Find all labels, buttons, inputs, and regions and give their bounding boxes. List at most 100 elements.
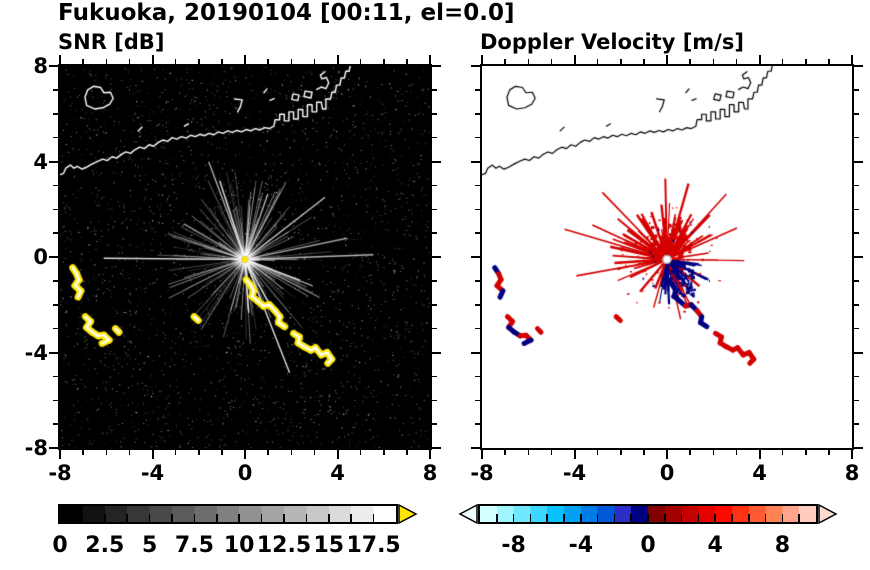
colorbar-tick bbox=[697, 514, 700, 522]
axis-tick bbox=[151, 55, 154, 64]
axis-tick bbox=[53, 375, 58, 378]
axis-tick bbox=[105, 450, 107, 455]
axis-tick bbox=[174, 59, 177, 64]
axis-tick bbox=[471, 65, 480, 67]
axis-tick bbox=[49, 65, 58, 67]
colorbar-tick bbox=[81, 514, 84, 522]
axis-tick bbox=[471, 160, 480, 163]
axis-tick bbox=[666, 55, 668, 64]
colorbar-tick bbox=[580, 514, 582, 522]
axis-tick bbox=[475, 184, 480, 187]
axis-tick bbox=[432, 351, 441, 354]
colorbar-tick bbox=[126, 514, 128, 522]
y-tick-label: 8 bbox=[33, 54, 48, 78]
axis-tick bbox=[596, 59, 599, 64]
axis-tick bbox=[53, 208, 58, 210]
doppler-colorbar-over-arrow-icon bbox=[818, 504, 838, 524]
axis-tick bbox=[432, 256, 441, 258]
axis-tick bbox=[851, 450, 853, 459]
axis-tick bbox=[471, 351, 480, 354]
axis-tick bbox=[854, 304, 859, 306]
colorbar-tick bbox=[680, 514, 683, 522]
axis-tick bbox=[59, 450, 61, 459]
axis-tick bbox=[244, 55, 246, 64]
axis-tick bbox=[174, 450, 177, 455]
colorbar-tick bbox=[496, 514, 498, 522]
colorbar-tick bbox=[372, 514, 375, 522]
colorbar-tick bbox=[171, 514, 173, 522]
axis-tick bbox=[82, 59, 84, 64]
axis-tick bbox=[854, 208, 859, 210]
axis-tick bbox=[53, 113, 58, 115]
axis-tick bbox=[504, 59, 506, 64]
figure-title: Fukuoka, 20190104 [00:11, el=0.0] bbox=[58, 0, 515, 26]
axis-tick bbox=[854, 65, 863, 67]
axis-tick bbox=[53, 327, 58, 330]
axis-tick bbox=[475, 208, 480, 210]
axis-tick bbox=[290, 450, 292, 455]
axis-tick bbox=[781, 59, 784, 64]
colorbar-tick bbox=[216, 514, 218, 522]
colorbar-tick bbox=[148, 514, 151, 522]
axis-tick bbox=[53, 184, 58, 187]
axis-tick bbox=[781, 450, 784, 455]
axis-tick bbox=[475, 375, 480, 378]
doppler-colorbar-under-arrow-icon bbox=[458, 504, 478, 524]
colorbar-tick-label: 5 bbox=[141, 533, 158, 558]
axis-tick bbox=[105, 59, 107, 64]
x-tick-label: -4 bbox=[140, 461, 165, 485]
axis-tick bbox=[666, 450, 668, 459]
axis-tick bbox=[383, 450, 385, 455]
axis-tick bbox=[432, 423, 437, 425]
axis-tick bbox=[471, 256, 480, 258]
axis-tick bbox=[475, 280, 480, 282]
axis-tick bbox=[550, 450, 553, 455]
axis-tick bbox=[550, 59, 553, 64]
y-tick-label: 0 bbox=[33, 245, 48, 269]
axis-tick bbox=[504, 450, 506, 455]
axis-tick bbox=[198, 450, 200, 455]
axis-tick bbox=[620, 450, 622, 455]
axis-tick bbox=[735, 450, 738, 455]
axis-tick bbox=[49, 160, 58, 163]
axis-tick bbox=[527, 450, 529, 455]
colorbar-tick bbox=[781, 514, 784, 522]
axis-tick bbox=[429, 450, 431, 459]
axis-tick bbox=[53, 423, 58, 425]
axis-tick bbox=[221, 59, 223, 64]
axis-tick bbox=[336, 450, 339, 459]
axis-tick bbox=[128, 59, 131, 64]
axis-tick bbox=[689, 59, 691, 64]
colorbar-tick bbox=[764, 514, 767, 522]
axis-tick bbox=[805, 59, 807, 64]
x-tick-label: 4 bbox=[752, 461, 767, 485]
axis-tick bbox=[53, 232, 58, 234]
x-tick-label: 8 bbox=[844, 461, 860, 485]
x-tick-label: -8 bbox=[470, 461, 494, 485]
axis-tick bbox=[854, 184, 859, 187]
x-tick-label: 0 bbox=[659, 461, 675, 485]
colorbar-tick bbox=[546, 514, 548, 522]
axis-tick bbox=[643, 59, 645, 64]
colorbar-tick-label: 8 bbox=[774, 533, 791, 558]
axis-tick bbox=[59, 55, 61, 64]
snr-plot-area bbox=[49, 55, 441, 459]
axis-tick bbox=[854, 327, 859, 330]
axis-tick bbox=[758, 450, 761, 459]
axis-tick bbox=[689, 450, 691, 455]
colorbar-tick-label: 7.5 bbox=[174, 533, 214, 558]
axis-tick bbox=[432, 113, 437, 115]
colorbar-tick bbox=[596, 514, 599, 522]
axis-tick bbox=[383, 59, 385, 64]
axis-tick bbox=[712, 59, 714, 64]
axis-tick bbox=[313, 59, 316, 64]
axis-tick bbox=[573, 450, 576, 459]
axis-tick bbox=[475, 399, 480, 401]
colorbar-tick-label: 2.5 bbox=[85, 533, 125, 558]
axis-tick bbox=[267, 59, 269, 64]
doppler-colorbar bbox=[478, 504, 818, 524]
axis-tick bbox=[198, 59, 200, 64]
colorbar-tick bbox=[664, 514, 666, 522]
axis-tick bbox=[49, 351, 58, 354]
